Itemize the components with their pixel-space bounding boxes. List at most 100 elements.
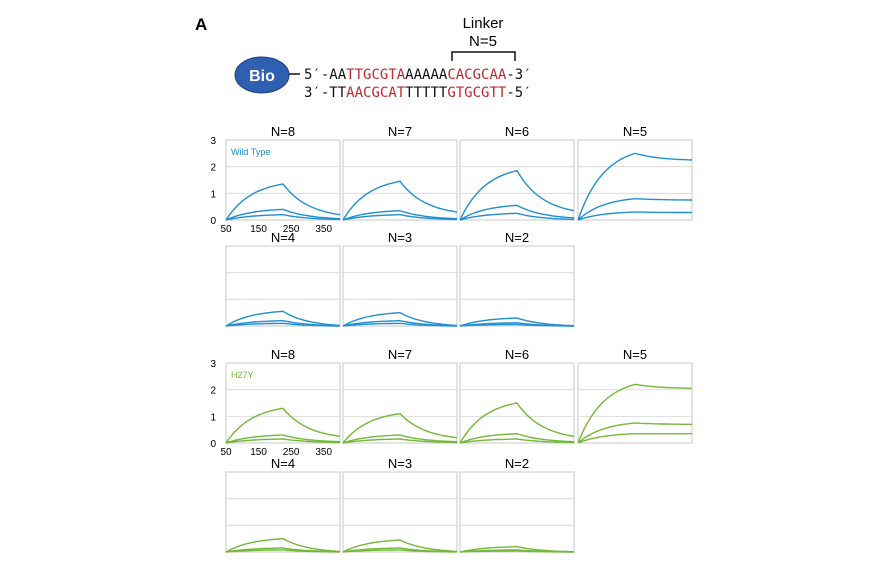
- series-label: H27Y: [231, 370, 254, 380]
- sensorgram-curve: [459, 438, 575, 444]
- sensorgram-curve: [577, 211, 692, 221]
- sensorgram-curve: [342, 412, 458, 444]
- x-tick-label: 150: [250, 447, 267, 458]
- sensorgram-curve: [577, 152, 693, 221]
- y-tick-label: 3: [210, 359, 216, 370]
- panel-label: N=2: [505, 456, 529, 471]
- panel-label: N=7: [388, 124, 412, 139]
- sequence-segment: GTGCGTT: [447, 85, 507, 101]
- sensorgram-curve: [459, 432, 575, 444]
- sequence-segment: -3′: [506, 67, 531, 83]
- sensorgram-curve: [342, 434, 458, 444]
- panel-label: N=4: [271, 456, 295, 471]
- panel-frame: [342, 362, 458, 444]
- sensorgram-curve: [577, 433, 692, 444]
- sequence-top-strand: 5′-AATTGCGTAAAAAACACGCAA-3′: [304, 67, 532, 83]
- sequence-segment: AACGCAT: [346, 85, 406, 101]
- sensorgram-curve: [459, 212, 575, 221]
- panel: N=4: [225, 456, 341, 553]
- panel-label: N=5: [623, 124, 647, 139]
- x-tick-label: 150: [250, 224, 267, 235]
- panel: N=5: [577, 347, 693, 444]
- panel: N=3: [342, 230, 458, 327]
- y-tick-label: 0: [210, 216, 216, 227]
- sensorgram-curve: [342, 438, 458, 444]
- sensorgram-curve: [577, 383, 692, 444]
- panel-frame: [577, 362, 693, 444]
- linker-title: Linker: [463, 15, 504, 32]
- panel-frame: [225, 139, 341, 221]
- sensorgram-curve: [342, 209, 458, 221]
- sensorgram-curve: [577, 197, 692, 221]
- panel: N=5: [577, 124, 693, 221]
- sensorgram-curve: [225, 434, 341, 444]
- sensorgram-curve: [225, 310, 341, 327]
- sensorgram-curve: [225, 213, 341, 221]
- panel-frame: [225, 245, 341, 327]
- x-tick-label: 350: [315, 447, 332, 458]
- panel: N=7: [342, 347, 458, 444]
- y-tick-label: 2: [210, 163, 216, 174]
- y-tick-label: 3: [210, 136, 216, 147]
- panel-label: N=6: [505, 124, 529, 139]
- sensorgram-curve: [342, 539, 458, 553]
- sensorgram-curve: [342, 213, 458, 221]
- panel-frame: [342, 139, 458, 221]
- bio-label: Bio: [249, 68, 275, 85]
- linker-bracket: [451, 51, 516, 61]
- panel-frame: [459, 245, 575, 327]
- panel-label: N=3: [388, 230, 412, 245]
- sensorgram-curve: [342, 322, 457, 327]
- sensorgram-curve: [577, 422, 692, 444]
- panel-label: N=3: [388, 456, 412, 471]
- sensorgram-curve: [225, 407, 341, 444]
- sensorgram-curve: [225, 322, 340, 327]
- panel: N=3: [342, 456, 458, 553]
- panel-label: N=5: [623, 347, 647, 362]
- sensorgram-curve: [459, 169, 575, 221]
- sequence-segment: 5′-AA: [304, 67, 347, 83]
- x-tick-label: 250: [283, 224, 300, 235]
- sensorgram-curve: [225, 183, 341, 221]
- y-tick-label: 0: [210, 439, 216, 450]
- sensorgram-curve: [342, 180, 458, 221]
- y-tick-label: 1: [210, 412, 216, 423]
- sequence-segment: TTTTT: [405, 85, 448, 101]
- bio-badge: [234, 56, 290, 94]
- sequence-bottom-strand: 3′-TTAACGCATTTTTTGTGCGTT-5′: [304, 85, 532, 101]
- panel-frame: [342, 245, 458, 327]
- sensorgram-curve: [459, 323, 574, 327]
- sequence-segment: CACGCAA: [447, 67, 507, 83]
- linker-n-label: N=5: [469, 33, 497, 50]
- sensorgram-curve: [342, 311, 458, 327]
- x-tick-label: 50: [220, 224, 232, 235]
- panel-frame: [459, 139, 575, 221]
- sensorgram-curve: [459, 402, 575, 444]
- sensorgram-curve: [225, 537, 341, 553]
- panel-label: N=8: [271, 347, 295, 362]
- panel-label: N=7: [388, 347, 412, 362]
- panel: N=2: [459, 456, 575, 553]
- sequence-segment: TTGCGTA: [346, 67, 406, 83]
- x-tick-label: 50: [220, 447, 232, 458]
- sensorgram-curve: [225, 438, 341, 444]
- panel-label: N=4: [271, 230, 295, 245]
- panel: N=7: [342, 124, 458, 221]
- panel-frame: [225, 362, 341, 444]
- sequence-segment: AAAAA: [405, 67, 448, 83]
- y-tick-label: 2: [210, 386, 216, 397]
- x-tick-label: 250: [283, 447, 300, 458]
- sequence-segment: -5′: [506, 85, 531, 101]
- panel: N=4: [225, 230, 341, 327]
- sequence-segment: 3′-TT: [304, 85, 347, 101]
- sensorgram-curve: [342, 549, 457, 553]
- panel-frame: [342, 471, 458, 553]
- panel-label: N=6: [505, 347, 529, 362]
- x-tick-label: 350: [315, 224, 332, 235]
- figure-letter: A: [195, 15, 207, 34]
